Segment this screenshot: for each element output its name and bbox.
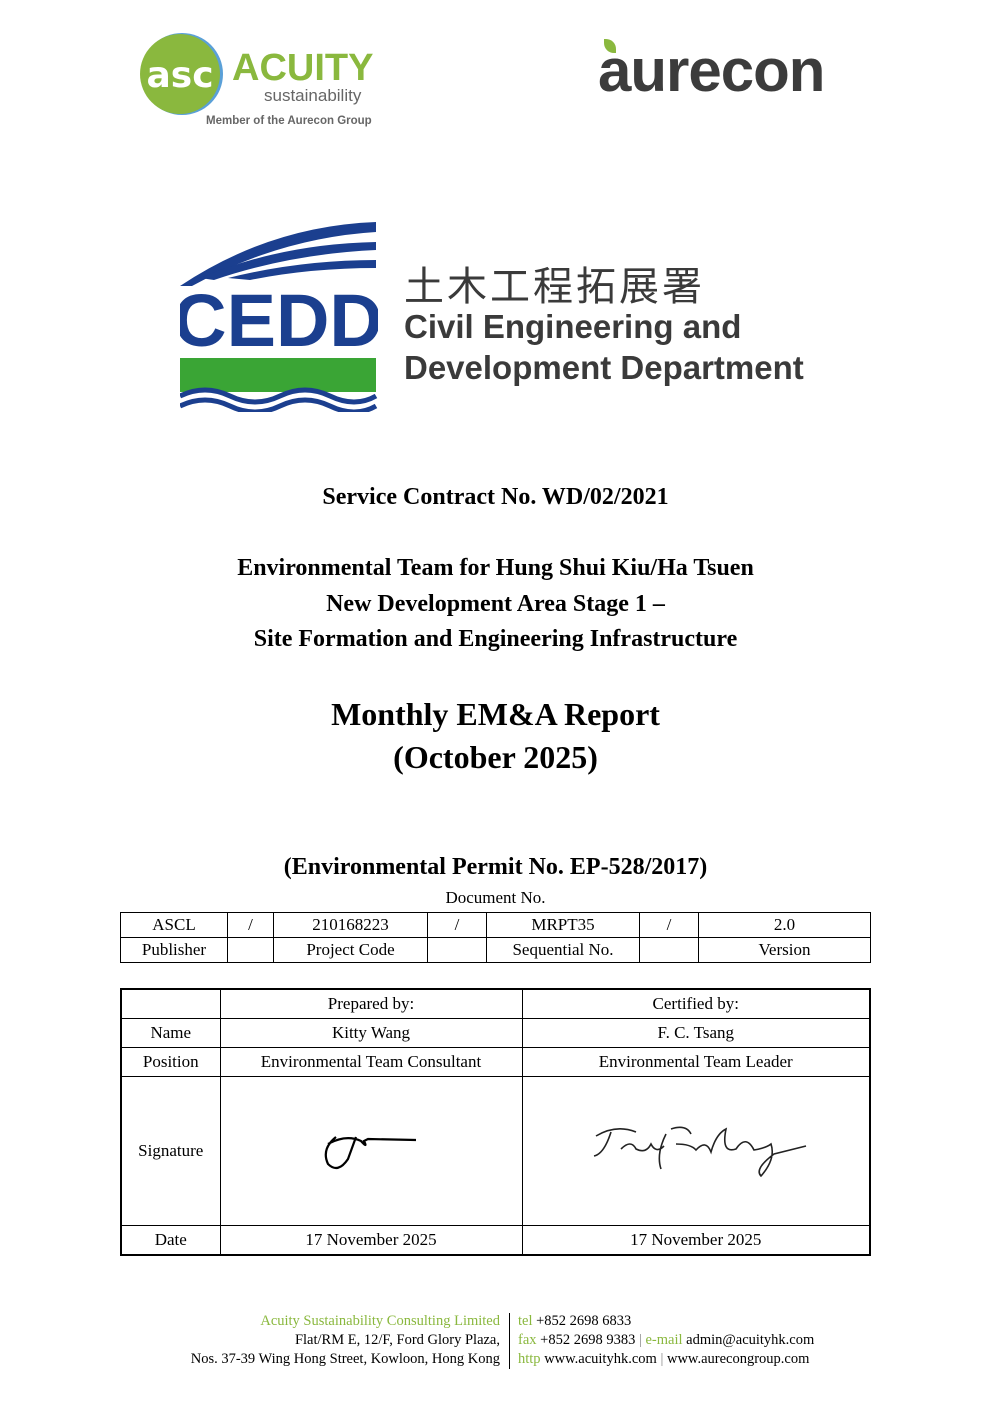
- blank-cell: [120, 988, 221, 1019]
- acuity-tagline: Member of the Aurecon Group: [206, 115, 372, 127]
- report-title: Monthly EM&A Report: [331, 696, 660, 732]
- acuity-sub: sustainability: [264, 86, 362, 105]
- report-period: (October 2025): [393, 739, 598, 775]
- acuity-logo: asc ACUITY sustainability Member of the …: [140, 30, 380, 130]
- footer-address-line2: Nos. 37-39 Wing Hong Street, Kowloon, Ho…: [190, 1351, 500, 1367]
- svg-text:CEDD: CEDD: [180, 279, 378, 362]
- preparer-position: Environmental Team Consultant: [219, 1047, 523, 1077]
- footer-address-line1: Flat/RM E, 12/F, Ford Glory Plaza,: [294, 1332, 500, 1348]
- name-row: Name Kitty Wang F. C. Tsang: [120, 1018, 871, 1048]
- project-code-label: Project Code: [273, 937, 428, 963]
- footer-contact: tel +852 2698 6833 fax +852 2698 9383 | …: [518, 1313, 815, 1367]
- separator: /: [227, 912, 274, 938]
- fax-value: +852 2698 9383: [540, 1332, 636, 1348]
- document-number-table: ASCL / 210168223 / MRPT35 / 2.0 Publishe…: [120, 912, 871, 963]
- blank-cell: [639, 937, 699, 963]
- signature-label: Signature: [120, 1076, 221, 1226]
- date-label: Date: [120, 1225, 221, 1256]
- project-code-value: 210168223: [273, 912, 428, 938]
- separator: /: [427, 912, 487, 938]
- blank-cell: [227, 937, 274, 963]
- position-row: Position Environmental Team Consultant E…: [120, 1047, 871, 1077]
- certifier-signature: [521, 1076, 871, 1226]
- project-title-3: Site Formation and Engineering Infrastru…: [253, 626, 738, 652]
- signature-image: [593, 1126, 806, 1177]
- publisher-label: Publisher: [120, 937, 228, 963]
- name-label: Name: [120, 1018, 221, 1048]
- footer-company: Acuity Sustainability Consulting Limited: [260, 1313, 500, 1329]
- footer-divider: [509, 1313, 510, 1369]
- approval-table: Prepared by: Certified by: Name Kitty Wa…: [120, 988, 871, 1256]
- document-no-label: Document No.: [445, 888, 546, 907]
- website-link-acuity[interactable]: www.acuityhk.com: [544, 1351, 657, 1367]
- website-link-aurecon[interactable]: www.aurecongroup.com: [666, 1351, 810, 1367]
- certifier-name: F. C. Tsang: [521, 1018, 871, 1048]
- version-value: 2.0: [698, 912, 871, 938]
- date-row: Date 17 November 2025 17 November 2025: [120, 1225, 871, 1256]
- blank-cell: [427, 937, 487, 963]
- preparer-signature: [219, 1076, 523, 1226]
- certifier-date: 17 November 2025: [521, 1225, 871, 1256]
- tel-value: +852 2698 6833: [536, 1313, 632, 1329]
- certified-by-header: Certified by:: [521, 988, 871, 1019]
- signature-image: [324, 1135, 417, 1169]
- position-label: Position: [120, 1047, 221, 1077]
- preparer-date: 17 November 2025: [219, 1225, 523, 1256]
- cedd-logo: CEDD 土木工程拓展署 Civil Engineering and Devel…: [180, 216, 820, 416]
- signature-row: Signature: [120, 1076, 871, 1226]
- cedd-emblem-icon: CEDD: [180, 222, 378, 412]
- certifier-position: Environmental Team Leader: [521, 1047, 871, 1077]
- aurecon-leaf-icon: [604, 39, 616, 53]
- permit-number: (Environmental Permit No. EP-528/2017): [283, 854, 708, 880]
- sequential-no-value: MRPT35: [486, 912, 640, 938]
- document-number-values: ASCL / 210168223 / MRPT35 / 2.0: [120, 912, 871, 938]
- acuity-monogram-icon: asc: [140, 33, 223, 115]
- cedd-name-line1: Civil Engineering and: [404, 308, 742, 345]
- preparer-name: Kitty Wang: [219, 1018, 523, 1048]
- cedd-name-line2: Development Department: [404, 349, 804, 386]
- fax-label: fax: [518, 1332, 537, 1348]
- aurecon-logo: aurecon: [598, 36, 868, 102]
- cedd-chinese-name: 土木工程拓展署: [404, 265, 705, 309]
- prepared-by-header: Prepared by:: [219, 988, 523, 1019]
- project-title-2: New Development Area Stage 1 –: [326, 591, 665, 617]
- tel-label: tel: [518, 1313, 533, 1329]
- version-label: Version: [698, 937, 871, 963]
- separator: /: [639, 912, 699, 938]
- acuity-name: ACUITY: [232, 47, 374, 89]
- footer-address: Acuity Sustainability Consulting Limited…: [191, 1312, 500, 1369]
- project-title-1: Environmental Team for Hung Shui Kiu/Ha …: [237, 555, 754, 581]
- http-label: http: [518, 1351, 541, 1367]
- aurecon-name: aurecon: [598, 37, 825, 104]
- email-label: e-mail: [645, 1332, 683, 1348]
- approval-header-row: Prepared by: Certified by:: [120, 988, 871, 1019]
- email-link[interactable]: admin@acuityhk.com: [686, 1332, 815, 1348]
- sequential-no-label: Sequential No.: [486, 937, 640, 963]
- document-number-labels: Publisher Project Code Sequential No. Ve…: [120, 937, 871, 963]
- contract-number: Service Contract No. WD/02/2021: [322, 484, 669, 510]
- publisher-value: ASCL: [120, 912, 228, 938]
- svg-text:asc: asc: [146, 55, 213, 96]
